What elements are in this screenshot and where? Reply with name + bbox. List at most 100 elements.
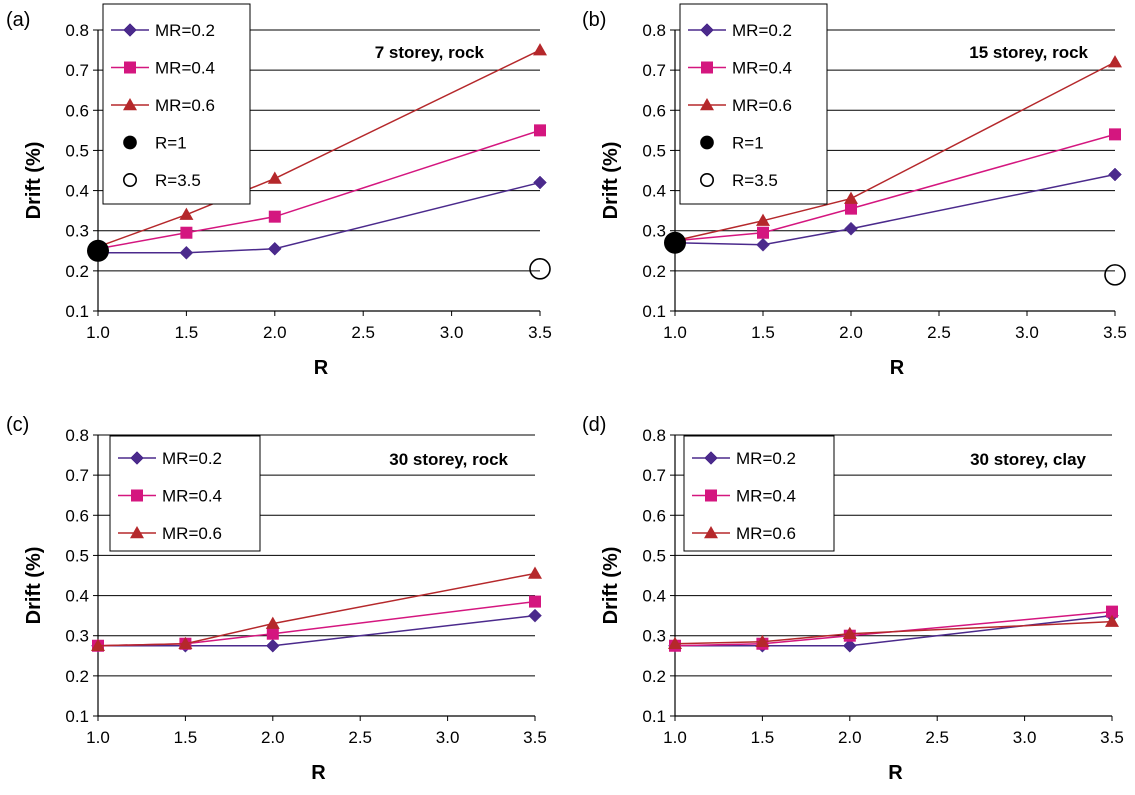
y-tick-label: 0.2 <box>642 262 666 281</box>
x-tick-label: 3.5 <box>528 323 552 342</box>
y-tick-label: 0.1 <box>65 302 89 321</box>
x-tick-label: 2.0 <box>263 323 287 342</box>
legend-label: R=1 <box>732 134 764 153</box>
chart-panel-a: 0.1 0.2 0.3 0.4 0.5 0.6 0.7 0.8 1.0 1.5 2.0 2.5 3.0 3… <box>6 3 552 379</box>
data-point <box>533 175 547 190</box>
reference-point <box>1104 264 1126 286</box>
data-point <box>1105 614 1119 627</box>
legend-marker <box>123 173 138 188</box>
data-point <box>844 221 858 236</box>
y-tick-label: 0.5 <box>642 141 666 160</box>
y-tick-label: 0.5 <box>65 141 89 160</box>
x-tick-label: 1.0 <box>86 728 110 747</box>
x-axis-title: R <box>890 357 905 379</box>
y-tick-label: 0.5 <box>642 546 666 565</box>
data-point <box>755 634 770 647</box>
reference-point <box>87 239 109 262</box>
data-point <box>267 171 282 184</box>
legend-marker <box>701 61 713 74</box>
series-line <box>98 614 536 647</box>
y-tick-label: 0.8 <box>65 21 89 40</box>
legend-label: MR=0.6 <box>732 96 792 115</box>
y-tick-label: 0.2 <box>65 262 89 281</box>
legend-marker <box>123 23 137 37</box>
x-axis-title: R <box>311 762 326 784</box>
y-tick-label: 0.1 <box>642 707 666 726</box>
y-axis-title: Drift (%) <box>600 547 622 625</box>
data-point <box>668 636 682 649</box>
series-line <box>674 610 1113 647</box>
series-line <box>674 133 1116 242</box>
legend-marker <box>123 135 137 150</box>
y-tick-label: 0.4 <box>65 587 89 606</box>
x-tick-label: 1.5 <box>751 728 775 747</box>
chart-panel-c: 0.1 0.2 0.3 0.4 0.5 0.6 0.7 0.8 1.0 1.5 2.0 2.5 3.0 3… <box>6 414 547 784</box>
x-tick-label: 2.0 <box>838 728 862 747</box>
legend-marker <box>124 61 136 74</box>
x-tick-label: 1.5 <box>174 728 198 747</box>
data-point <box>842 626 857 639</box>
y-tick-label: 0.6 <box>65 506 89 525</box>
y-tick-label: 0.7 <box>65 466 89 485</box>
legend-marker <box>700 23 714 37</box>
data-point <box>265 616 280 629</box>
data-point <box>756 237 770 252</box>
data-point <box>179 245 194 260</box>
y-tick-label: 0.5 <box>65 546 89 565</box>
x-tick-label: 1.5 <box>751 323 775 342</box>
data-point <box>265 638 280 653</box>
y-tick-label: 0.8 <box>642 21 666 40</box>
series-line <box>674 173 1116 246</box>
y-tick-label: 0.6 <box>642 506 666 525</box>
y-tick-label: 0.6 <box>65 101 89 120</box>
y-axis-title: Drift (%) <box>23 547 45 625</box>
legend-label: MR=0.4 <box>162 487 222 506</box>
legend-label: MR=0.4 <box>155 59 215 78</box>
x-tick-label: 1.0 <box>663 323 687 342</box>
data-point <box>528 566 542 579</box>
y-tick-label: 0.7 <box>642 61 666 80</box>
y-tick-label: 0.4 <box>65 182 89 201</box>
series-line <box>98 181 541 254</box>
legend-label: MR=0.4 <box>732 59 792 78</box>
legend-marker <box>705 489 717 502</box>
y-tick-label: 0.1 <box>65 707 89 726</box>
legend-label: MR=0.2 <box>736 449 796 468</box>
legend-marker <box>700 98 714 111</box>
data-point <box>268 210 281 223</box>
data-point <box>1106 605 1118 618</box>
x-tick-label: 2.0 <box>261 728 285 747</box>
y-tick-label: 0.8 <box>65 426 89 445</box>
data-point <box>180 226 193 239</box>
data-point <box>178 636 193 649</box>
x-tick-label: 3.5 <box>1100 728 1124 747</box>
reference-point <box>664 231 686 254</box>
y-tick-label: 0.4 <box>642 182 666 201</box>
data-point <box>844 191 858 204</box>
data-point <box>1108 55 1122 68</box>
data-point <box>1108 167 1122 182</box>
legend-marker <box>130 526 144 539</box>
y-tick-label: 0.3 <box>642 222 666 241</box>
legend-marker <box>699 173 714 188</box>
panel-label: (d) <box>582 414 606 436</box>
panel-label: (b) <box>582 9 606 31</box>
data-point <box>842 638 857 653</box>
data-point <box>179 207 194 220</box>
x-tick-label: 3.0 <box>436 728 460 747</box>
x-tick-label: 2.5 <box>927 323 951 342</box>
data-point <box>529 595 541 608</box>
legend-label: MR=0.6 <box>736 524 796 543</box>
x-tick-label: 2.0 <box>839 323 863 342</box>
series-line <box>97 572 536 647</box>
data-point <box>756 213 770 226</box>
reference-point <box>529 258 551 280</box>
legend-marker <box>131 489 143 502</box>
x-tick-label: 2.5 <box>351 323 375 342</box>
y-tick-label: 0.3 <box>65 222 89 241</box>
panel-label: (a) <box>6 9 30 31</box>
chart-panel-d: 0.1 0.2 0.3 0.4 0.5 0.6 0.7 0.8 1.0 1.5 2.0 2.5 3.0 3… <box>582 414 1124 784</box>
y-tick-label: 0.7 <box>65 61 89 80</box>
x-tick-label: 1.0 <box>86 323 110 342</box>
